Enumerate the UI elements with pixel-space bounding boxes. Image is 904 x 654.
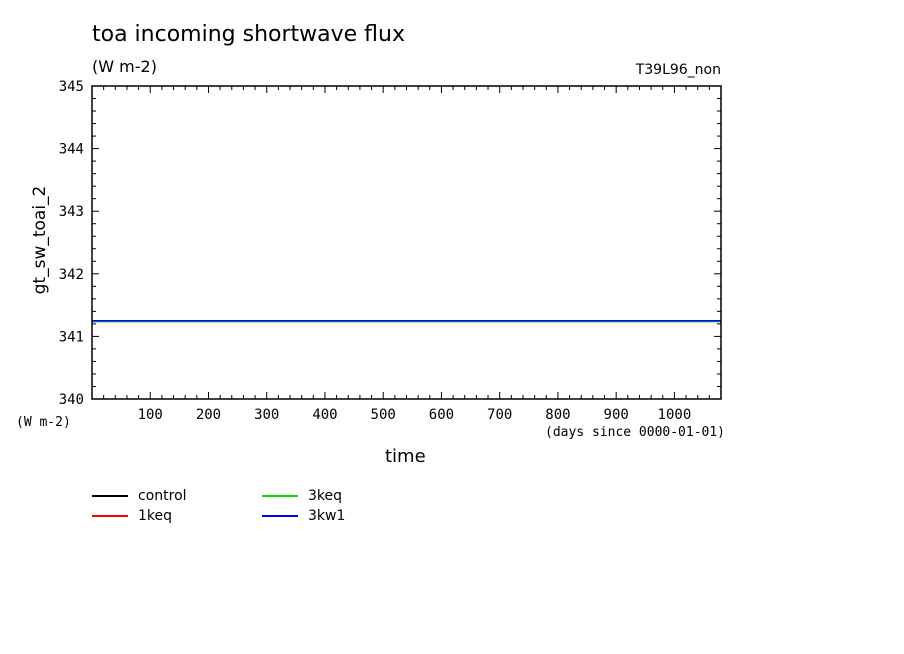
x-tick-label: 400	[312, 407, 337, 423]
series-layer	[92, 320, 721, 323]
legend-label: 1keq	[138, 508, 173, 524]
x-axis-label: time	[385, 446, 426, 467]
chart-units: (W m-2)	[92, 57, 157, 76]
tick-layer: 100 200 300 400 500 600 700 800 900 1000 340 341 342…	[59, 79, 721, 423]
x-tick-label: 900	[604, 407, 629, 423]
legend-swatch	[92, 495, 128, 497]
legend-item-3keq: 3keq	[262, 487, 342, 505]
legend-swatch	[262, 495, 298, 497]
y-tick-label: 344	[59, 142, 84, 158]
x-tick-label: 200	[196, 407, 221, 423]
legend-item-3kw1: 3kw1	[262, 507, 345, 525]
legend-item-control: control	[92, 487, 187, 505]
y-tick-label: 343	[59, 204, 84, 220]
run-id-label: T39L96_non	[635, 62, 721, 78]
x-tick-label: 500	[371, 407, 396, 423]
legend-label: 3kw1	[308, 508, 346, 524]
y-tick-label: 342	[59, 267, 84, 283]
legend-swatch	[92, 515, 128, 517]
x-tick-label: 1000	[658, 407, 692, 423]
x-tick-label: 800	[545, 407, 570, 423]
plot-frame	[91, 85, 722, 400]
x-tick-label: 300	[254, 407, 279, 423]
x-axis-units: (days since 0000-01-01)	[545, 425, 726, 440]
legend-label: control	[138, 488, 187, 504]
legend-label: 3keq	[308, 488, 343, 504]
y-axis-units: (W m-2)	[16, 415, 71, 430]
y-tick-label: 341	[59, 329, 84, 345]
legend-swatch	[262, 515, 298, 517]
chart-title: toa incoming shortwave flux	[92, 22, 405, 47]
y-tick-label: 345	[59, 79, 84, 95]
x-tick-label: 100	[138, 407, 163, 423]
y-tick-label: 340	[59, 392, 84, 408]
x-tick-label: 700	[487, 407, 512, 423]
legend-item-1keq: 1keq	[92, 507, 172, 525]
x-tick-label: 600	[429, 407, 454, 423]
